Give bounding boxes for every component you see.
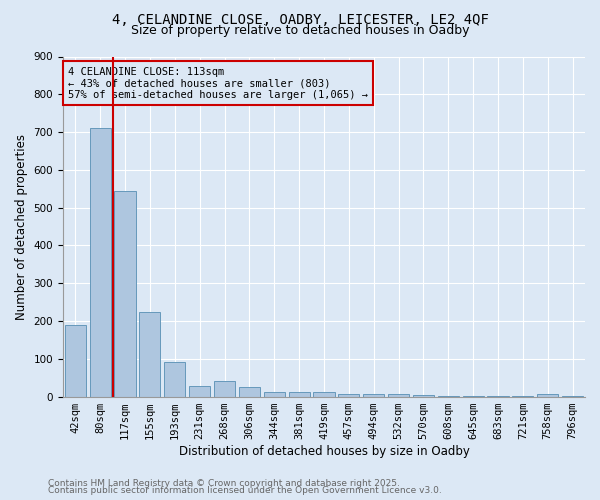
Bar (239, 387, 260, 396)
Bar (363, 394, 384, 396)
Text: 4, CELANDINE CLOSE, OADBY, LEICESTER, LE2 4QF: 4, CELANDINE CLOSE, OADBY, LEICESTER, LE… (112, 12, 488, 26)
Bar (115, 190, 136, 396)
Text: Contains public sector information licensed under the Open Government Licence v3: Contains public sector information licen… (48, 486, 442, 495)
Text: 4 CELANDINE CLOSE: 113sqm
← 43% of detached houses are smaller (803)
57% of semi: 4 CELANDINE CLOSE: 113sqm ← 43% of detac… (68, 66, 368, 100)
Bar (413, 394, 434, 396)
Bar (189, 386, 210, 396)
X-axis label: Distribution of detached houses by size in Oadby: Distribution of detached houses by size … (179, 444, 469, 458)
Bar (164, 362, 185, 396)
Text: Contains HM Land Registry data © Crown copyright and database right 2025.: Contains HM Land Registry data © Crown c… (48, 478, 400, 488)
Bar (313, 392, 335, 396)
Bar (263, 392, 285, 396)
Bar (65, 325, 86, 396)
Bar (537, 394, 558, 396)
Bar (388, 394, 409, 396)
Y-axis label: Number of detached properties: Number of detached properties (15, 134, 28, 320)
Text: Size of property relative to detached houses in Oadby: Size of property relative to detached ho… (131, 24, 469, 37)
Bar (214, 382, 235, 396)
Bar (89, 128, 111, 396)
Bar (139, 312, 160, 396)
Bar (338, 394, 359, 396)
Bar (289, 392, 310, 396)
